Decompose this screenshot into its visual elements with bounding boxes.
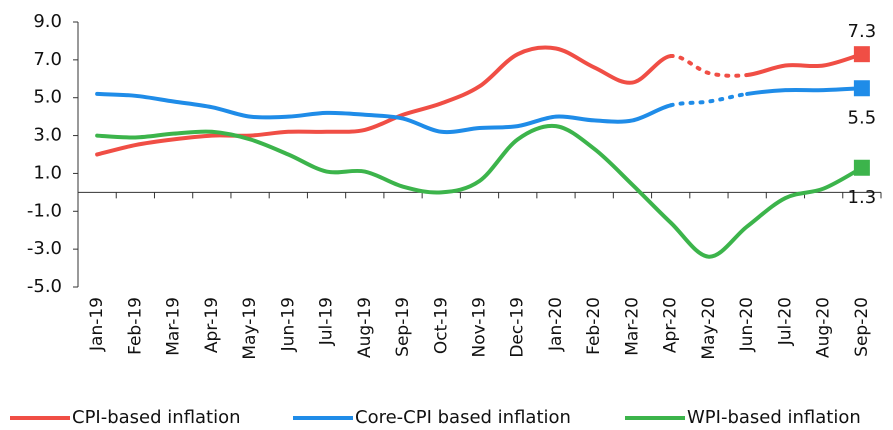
x-tick-label: Oct-19 <box>431 297 451 354</box>
series-line <box>95 123 864 259</box>
series-line <box>95 45 673 157</box>
series-line-dotted <box>668 54 750 78</box>
legend-label: CPI-based inflation <box>72 407 241 428</box>
x-tick-label: Jul-19 <box>317 297 337 346</box>
legend-label: WPI-based inflation <box>687 407 861 428</box>
legend-label: Core-CPI based inflation <box>355 407 571 428</box>
x-tick-label: Jun-19 <box>278 297 298 352</box>
end-marker <box>853 80 870 97</box>
y-tick-label: 9.0 <box>33 11 62 32</box>
y-tick-label: 1.0 <box>33 162 62 183</box>
x-tick-label: Feb-19 <box>125 297 145 355</box>
x-tick-label: Dec-19 <box>508 297 528 358</box>
series-line <box>745 52 864 77</box>
x-tick-label: Sep-19 <box>393 297 413 357</box>
x-tick-label: Jan-19 <box>87 297 107 352</box>
y-tick-label: -3.0 <box>27 238 62 259</box>
end-label: 7.3 <box>848 21 877 42</box>
x-tick-label: Feb-20 <box>584 297 604 355</box>
y-tick-label: 3.0 <box>33 125 62 146</box>
x-tick-label: Nov-19 <box>470 297 490 358</box>
y-tick-label: -1.0 <box>27 200 62 221</box>
end-marker <box>853 159 870 176</box>
series-line-dotted <box>668 91 750 108</box>
end-label: 1.3 <box>848 187 877 208</box>
x-tick-label: Sep-20 <box>852 297 872 357</box>
x-tick-label: Mar-20 <box>622 297 642 356</box>
x-tick-label: Jan-20 <box>546 297 566 352</box>
x-tick-label: Jun-20 <box>737 297 757 352</box>
y-tick-label: 5.0 <box>33 87 62 108</box>
x-tick-label: May-20 <box>699 297 719 360</box>
y-tick-label: -5.0 <box>27 276 62 297</box>
x-tick-label: Aug-20 <box>814 297 834 358</box>
series-line <box>95 91 673 135</box>
x-tick-label: Apr-19 <box>202 297 222 353</box>
end-marker <box>853 46 870 63</box>
series-line <box>745 86 864 96</box>
end-label: 5.5 <box>848 107 877 128</box>
y-tick-label: 7.0 <box>33 49 62 70</box>
x-tick-label: Mar-19 <box>164 297 184 356</box>
x-tick-label: Apr-20 <box>661 297 681 353</box>
x-tick-label: Aug-19 <box>355 297 375 358</box>
x-tick-label: Jul-20 <box>775 297 795 346</box>
x-tick-label: May-19 <box>240 297 260 360</box>
